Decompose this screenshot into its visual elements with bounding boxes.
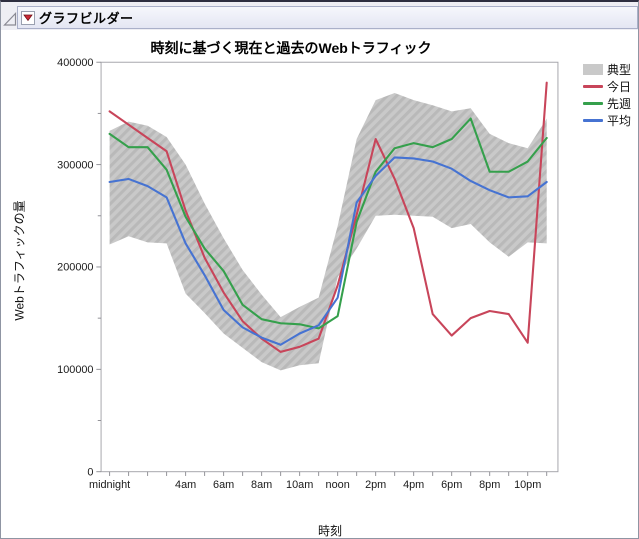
band-swatch [583,63,603,75]
series-line-1[interactable] [108,117,548,330]
legend-item-last-week[interactable]: 先週 [583,96,632,111]
x-tick-label: 8pm [479,479,500,491]
y-tick-label: 200000 [57,262,93,274]
x-tick-label: 4pm [403,479,424,491]
x-tick-label: 2pm [365,479,386,491]
outline-header-strip: グラフビルダー [1,2,638,30]
legend-item-average[interactable]: 平均 [583,113,632,128]
window-title: グラフビルダー [39,11,134,26]
chart-title: 時刻に基づく現在と過去のWebトラフィック [150,40,432,56]
traffic-chart[interactable]: 0 100000 200000 300000 400000 midnight 4am 6am 8… [1,30,639,539]
x-tick-label: 10am [286,479,313,491]
y-tick-label: 0 [87,466,93,478]
last-week-line-swatch [583,101,603,105]
legend-label: 平均 [607,113,632,128]
x-tick-label: noon [326,479,350,491]
y-tick-label: 300000 [57,159,93,171]
today-line-swatch [583,84,603,88]
average-line-swatch [583,118,603,122]
x-axis-title[interactable]: 時刻 [317,524,342,538]
legend-label: 典型 [607,62,632,77]
legend-label: 今日 [607,79,632,94]
y-tick-label: 400000 [57,57,93,69]
x-tick-label: 6am [213,479,234,491]
x-tick-label: 8am [251,479,272,491]
legend-item-today[interactable]: 今日 [583,79,632,94]
x-tick-label: 6pm [441,479,462,491]
y-tick-label: 100000 [57,364,93,376]
series-line-2[interactable] [108,156,548,346]
legend-item-typical[interactable]: 典型 [583,62,632,77]
x-tick-label: 10pm [514,479,541,491]
graph-builder-header[interactable]: グラフビルダー [17,6,638,29]
x-tick-label: midnight [89,479,130,491]
legend-label: 先週 [607,96,632,111]
x-tick-label: 4am [175,479,196,491]
disclosure-triangle-icon[interactable] [3,11,17,27]
legend: 典型 今日 先週 平均 [583,62,632,128]
red-triangle-icon [23,14,33,22]
red-triangle-menu-button[interactable] [21,10,35,25]
chart-panel: 時刻に基づく現在と過去のWebトラフィック Webトラフィックの量 時刻 0 10… [1,30,639,539]
